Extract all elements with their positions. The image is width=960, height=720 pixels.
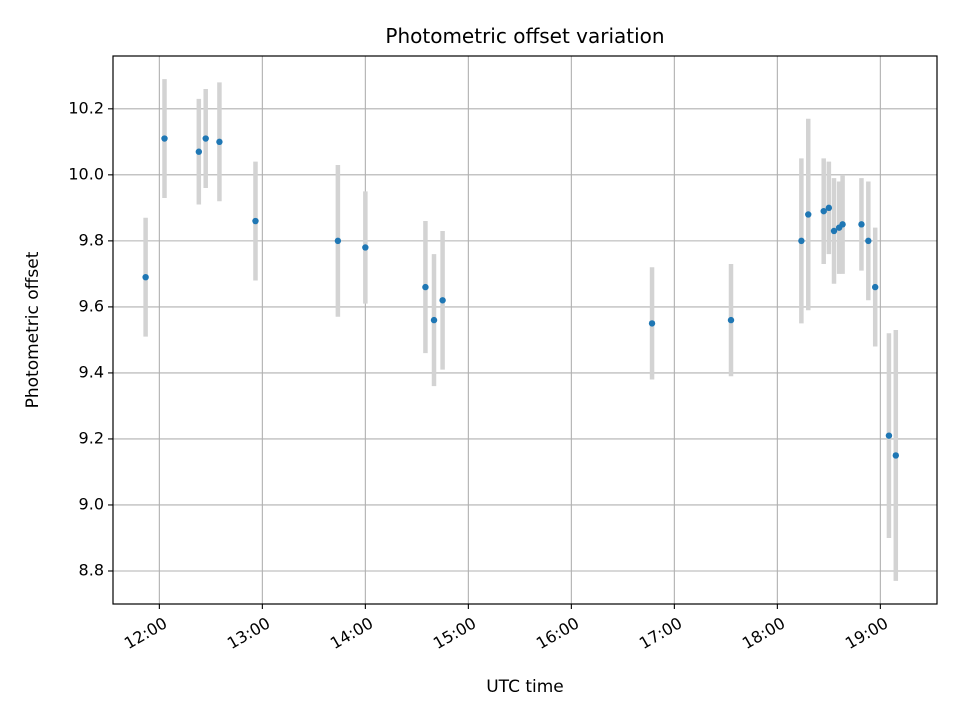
data-point: [216, 138, 223, 146]
data-point: [362, 244, 369, 251]
data-point: [161, 135, 168, 142]
data-point: [439, 297, 446, 304]
y-tick-label: 9.6: [79, 296, 104, 315]
y-tick-label: 9.2: [79, 428, 104, 447]
y-tick-label: 9.8: [79, 230, 104, 249]
data-point: [805, 211, 812, 218]
data-point: [865, 237, 872, 245]
data-point: [820, 207, 827, 215]
y-tick-label: 9.0: [79, 494, 104, 513]
data-point: [202, 135, 209, 142]
y-tick-label: 8.8: [79, 560, 104, 579]
data-points: [142, 135, 899, 459]
data-point: [858, 221, 865, 228]
data-point: [825, 204, 833, 212]
data-point: [839, 221, 846, 228]
chart-title: Photometric offset variation: [385, 24, 664, 48]
x-axis-title: UTC time: [486, 677, 564, 697]
data-point: [334, 237, 342, 245]
y-tick-label: 9.4: [79, 362, 104, 381]
data-point: [195, 148, 203, 155]
data-point: [872, 283, 879, 291]
y-axis-title: Photometric offset: [23, 251, 43, 408]
data-point: [648, 320, 656, 327]
data-point: [252, 217, 259, 225]
y-axis: 8.8 9.0 9.2 9.4 9.6 9.8 10.0 10.2: [68, 98, 113, 579]
y-tick-label: 10.2: [68, 98, 104, 117]
data-point: [892, 452, 899, 459]
data-point: [798, 237, 805, 245]
plot-frame: [112, 55, 938, 605]
data-point: [430, 316, 438, 324]
data-point: [422, 283, 429, 291]
data-point: [830, 227, 838, 235]
data-point: [727, 316, 735, 324]
data-point: [885, 432, 893, 439]
data-point: [142, 273, 149, 281]
y-tick-label: 10.0: [68, 164, 104, 183]
